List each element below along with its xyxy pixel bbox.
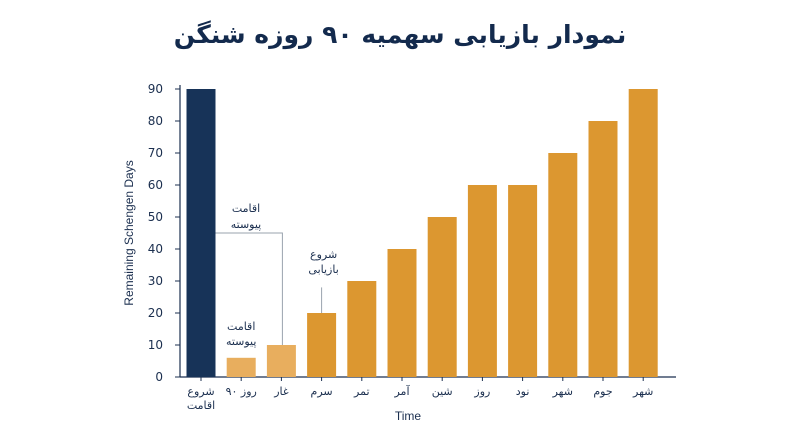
bar bbox=[508, 185, 538, 377]
x-tick-label: نود bbox=[516, 385, 530, 398]
x-tick-label: شهر bbox=[632, 385, 653, 398]
y-tick-label: 60 bbox=[148, 178, 163, 192]
chart-title: نمودار بازیابی سهمیه ۹۰ روزه شنگن bbox=[173, 20, 627, 49]
y-tick-label: 20 bbox=[148, 306, 163, 320]
y-tick-label: 80 bbox=[148, 114, 163, 128]
bar bbox=[548, 153, 578, 377]
x-tick-label: جوم bbox=[593, 385, 612, 398]
y-tick-label: 90 bbox=[148, 82, 163, 96]
bar bbox=[266, 345, 296, 377]
y-tick-label: 30 bbox=[148, 274, 163, 288]
x-axis-label: Time bbox=[395, 409, 422, 423]
bar bbox=[347, 281, 377, 377]
x-tick-label: سرم bbox=[311, 385, 333, 398]
annotation-label: اقامت bbox=[227, 320, 255, 333]
x-tick-label: اقامت bbox=[187, 399, 215, 412]
x-tick-label: غار bbox=[273, 385, 289, 398]
x-tick-label: آمر bbox=[393, 384, 410, 398]
bar bbox=[226, 357, 256, 377]
x-tick-label: روز ۹۰ bbox=[226, 385, 257, 398]
annotation-label: بازیابی bbox=[308, 263, 338, 276]
annotation-label: پیوسته bbox=[231, 218, 262, 231]
bracket-line bbox=[215, 232, 283, 345]
x-tick-label: روز bbox=[473, 385, 490, 398]
y-tick-label: 0 bbox=[155, 370, 163, 384]
bar bbox=[307, 313, 337, 377]
x-tick-label: شین bbox=[432, 385, 453, 398]
bar bbox=[467, 185, 497, 377]
bar bbox=[186, 89, 216, 377]
y-axis-label: Remaining Schengen Days bbox=[122, 160, 136, 305]
bar bbox=[628, 89, 658, 377]
y-tick-label: 40 bbox=[148, 242, 163, 256]
x-tick-label: شهر bbox=[552, 385, 573, 398]
y-tick-label: 50 bbox=[148, 210, 163, 224]
annotation-label: پیوسته bbox=[226, 335, 257, 348]
x-tick-label: تمر bbox=[353, 385, 370, 398]
bar bbox=[427, 217, 457, 377]
y-tick-label: 10 bbox=[148, 338, 163, 352]
annotation-label: شروع bbox=[310, 248, 337, 261]
y-tick-label: 70 bbox=[148, 146, 163, 160]
x-tick-label: شروع bbox=[187, 385, 214, 398]
bar bbox=[588, 121, 618, 377]
annotation-label: اقامت bbox=[232, 202, 260, 215]
bar bbox=[387, 249, 417, 377]
